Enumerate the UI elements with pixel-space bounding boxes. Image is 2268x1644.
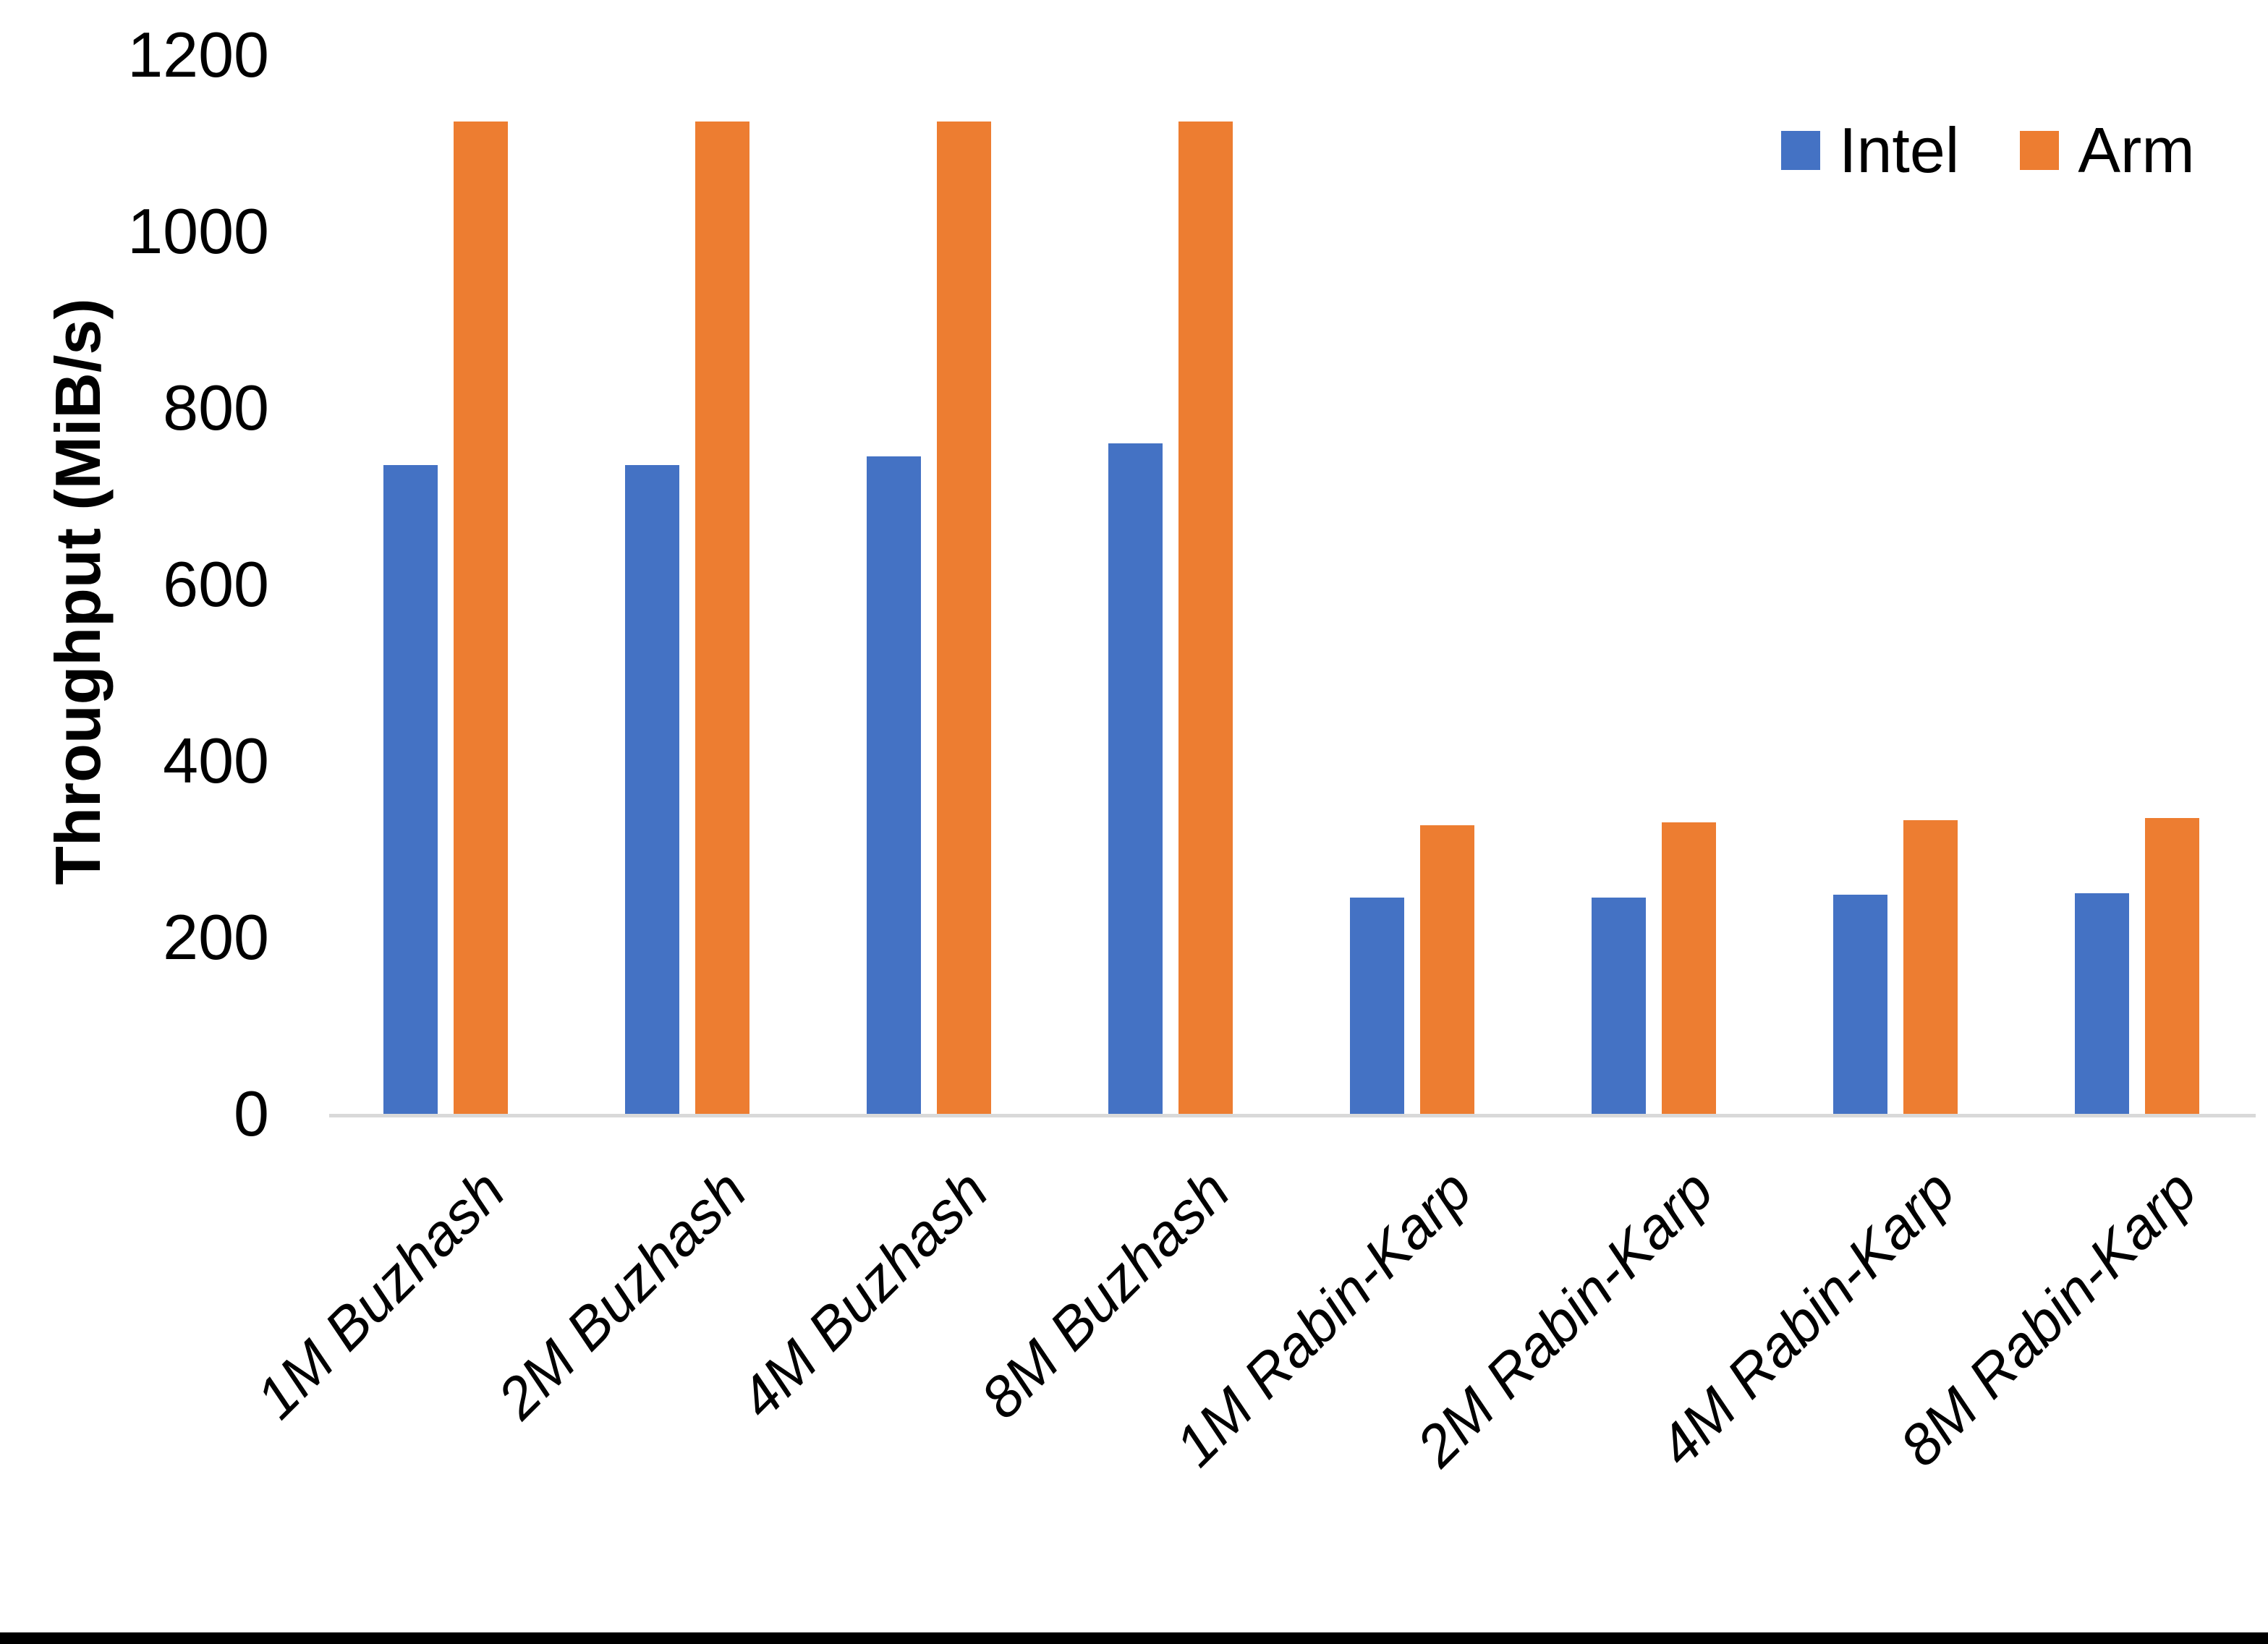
y-tick-label: 800 [163, 372, 269, 443]
arm-bar [1420, 825, 1474, 1114]
legend-label: Intel [1839, 114, 1960, 186]
category-label: 8M Buzhash [969, 1157, 1242, 1431]
arm-bar [937, 121, 991, 1114]
y-tick-label: 1000 [127, 195, 269, 267]
legend: Intel Arm [1781, 116, 2195, 185]
intel-bar [2075, 893, 2129, 1114]
legend-item-arm: Arm [2020, 114, 2195, 186]
intel-bar [1833, 895, 1887, 1114]
intel-bar [867, 456, 921, 1114]
intel-bar [1592, 898, 1646, 1114]
y-tick-label: 200 [163, 901, 269, 973]
y-tick-label: 600 [163, 548, 269, 620]
arm-bar [1903, 819, 1958, 1114]
bottom-border-strip [0, 1632, 2268, 1644]
bar-group [867, 55, 991, 1114]
x-axis-line [329, 1114, 2256, 1117]
bar-group [2075, 55, 2199, 1114]
arm-bar [1662, 822, 1716, 1114]
bar-group [1108, 55, 1233, 1114]
legend-swatch-icon [1781, 131, 1820, 170]
arm-bar [2145, 818, 2199, 1114]
y-tick-label: 1200 [127, 19, 269, 90]
y-tick-label: 400 [163, 725, 269, 796]
intel-bar [383, 465, 438, 1114]
arm-bar [454, 121, 508, 1114]
arm-bar [1178, 121, 1233, 1114]
plot-area [333, 55, 2250, 1114]
bars-layer [333, 55, 2250, 1114]
bar-group [1833, 55, 1958, 1114]
bar-group [1592, 55, 1716, 1114]
intel-bar [1108, 443, 1163, 1114]
legend-item-intel: Intel [1781, 116, 1959, 185]
legend-label: Arm [2078, 114, 2195, 186]
intel-bar [625, 465, 679, 1114]
y-tick-label: 0 [234, 1078, 269, 1149]
bar-group [625, 55, 749, 1114]
bar-group [383, 55, 508, 1114]
bar-group [1350, 55, 1474, 1114]
arm-bar [695, 121, 749, 1114]
category-label: 4M Buzhash [727, 1157, 1001, 1431]
legend-swatch-icon [2020, 131, 2060, 170]
category-label: 1M Buzhash [244, 1157, 517, 1431]
intel-bar [1350, 898, 1404, 1114]
category-label: 2M Buzhash [485, 1157, 759, 1431]
